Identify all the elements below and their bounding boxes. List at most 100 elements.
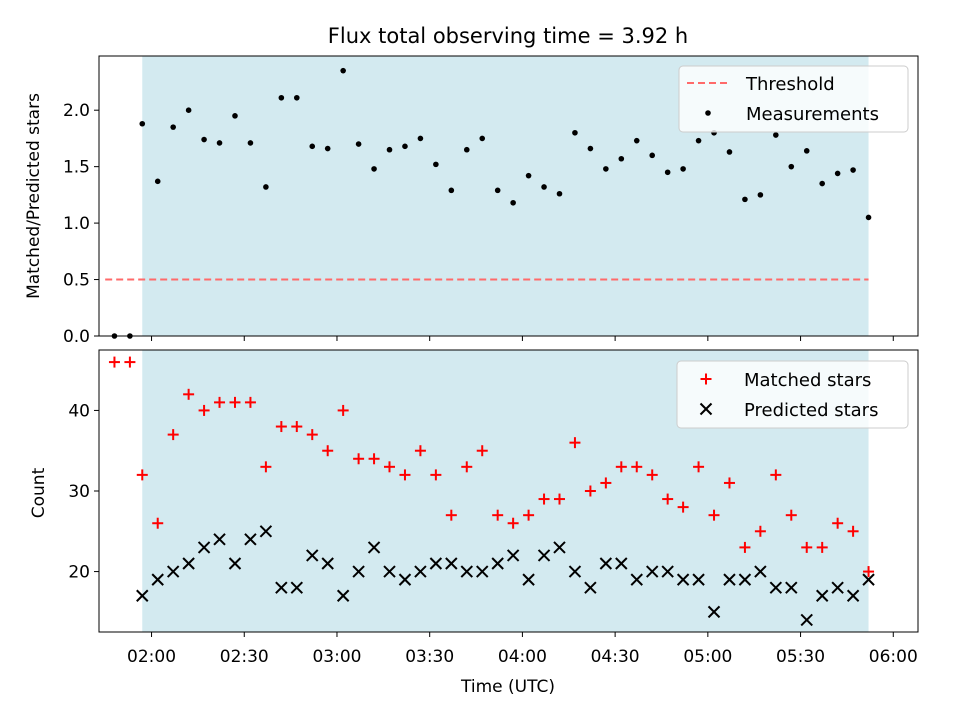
top-x-ticks <box>151 336 894 341</box>
predicted-star-point <box>213 533 226 546</box>
measurement-point <box>541 184 547 190</box>
marker-stroke <box>707 605 721 619</box>
x-tick-label: 02:30 <box>220 647 269 667</box>
measurement-point <box>865 214 872 221</box>
marker-stroke <box>182 557 195 570</box>
marker-stroke <box>615 557 628 570</box>
predicted-star-point <box>383 565 396 578</box>
measurement-point <box>463 146 470 153</box>
predicted-star-point <box>599 557 613 570</box>
predicted-star-point <box>197 541 211 554</box>
measurement-point <box>340 67 346 74</box>
matched-star-point <box>461 461 473 473</box>
matched-star-point <box>124 356 136 368</box>
predicted-star-point <box>275 581 288 594</box>
measurement-point <box>494 187 501 194</box>
matched-star-point <box>785 509 797 521</box>
matched-star-point <box>615 461 627 473</box>
predicted-star-point <box>460 565 473 578</box>
x-axis-label: Time (UTC) <box>460 677 555 697</box>
predicted-star-point <box>182 557 195 570</box>
y-tick-label: 2.0 <box>63 101 90 121</box>
top-panel: 0.0 0.5 1.0 1.5 2.0 Flux total observing tim… <box>24 24 919 347</box>
marker-stroke <box>769 581 783 594</box>
measurement-point <box>185 107 192 113</box>
matched-star-point <box>108 356 120 368</box>
measurement-point <box>139 120 146 127</box>
marker-stroke <box>336 589 350 602</box>
predicted-star-point <box>352 565 365 578</box>
matched-star-point <box>492 509 504 521</box>
predicted-star-point <box>336 589 350 602</box>
matched-star-point <box>600 477 612 489</box>
predicted-star-point <box>506 549 520 562</box>
measurement-point <box>834 170 841 177</box>
measurement-point <box>618 155 625 162</box>
y-tick-label: 1.0 <box>63 214 90 234</box>
matched-star-point <box>476 445 488 457</box>
measurement-point <box>386 146 393 153</box>
x-tick-label: 03:30 <box>405 647 454 667</box>
predicted-star-point <box>676 573 690 586</box>
matched-star-point <box>368 453 380 465</box>
measurement-point <box>263 184 269 190</box>
measurement-point <box>757 192 764 198</box>
matched-star-point <box>244 396 256 408</box>
matched-star-point <box>801 541 813 553</box>
marker-stroke <box>506 549 520 562</box>
marker-stroke <box>862 573 875 586</box>
matched-star-point <box>167 429 179 441</box>
matched-star-point <box>538 493 550 505</box>
marker-stroke <box>367 541 381 554</box>
predicted-star-point <box>754 565 767 578</box>
legend-threshold-label: Threshold <box>745 74 835 95</box>
legend-measurements-label: Measurements <box>746 104 879 125</box>
legend-predicted-marker <box>699 402 713 416</box>
measurement-point <box>371 166 377 172</box>
matched-star-point <box>337 404 349 416</box>
matched-star-point <box>399 469 411 481</box>
marker-stroke <box>352 565 365 578</box>
matched-star-point <box>322 445 334 457</box>
predicted-star-point <box>244 533 257 546</box>
predicted-star-point <box>429 557 443 570</box>
x-tick-label: 05:00 <box>683 647 732 667</box>
marker-stroke <box>599 557 613 570</box>
bottom-legend: Matched stars Predicted stars <box>676 360 909 429</box>
marker-stroke <box>676 573 690 586</box>
matched-star-point <box>414 445 426 457</box>
marker-stroke <box>383 565 396 578</box>
marker-stroke <box>151 573 164 586</box>
measurement-point <box>278 94 285 101</box>
marker-stroke <box>290 581 304 594</box>
marker-stroke <box>846 589 860 602</box>
marker-stroke <box>445 557 458 570</box>
matched-star-point <box>754 525 766 537</box>
matched-star-point <box>693 461 705 473</box>
matched-star-point <box>445 509 457 521</box>
top-legend-box <box>678 65 909 133</box>
matched-star-point <box>214 396 226 408</box>
matched-star-point <box>275 421 287 433</box>
bottom-panel: 20 30 40 02:00 02:30 03:00 03:30 04:00 04:30 05:… <box>29 349 919 697</box>
predicted-star-point <box>414 565 427 578</box>
marker-stroke <box>306 549 319 562</box>
predicted-star-point <box>800 613 813 627</box>
y-tick-label: 30 <box>68 482 90 502</box>
marker-stroke <box>228 557 242 570</box>
matched-star-point <box>816 541 828 553</box>
y-tick-label: 1.5 <box>63 158 90 178</box>
predicted-star-point <box>831 581 844 594</box>
measurement-point <box>773 132 779 138</box>
matched-star-point <box>523 509 535 521</box>
marker-stroke <box>754 565 767 578</box>
measurement-point <box>309 143 316 150</box>
matched-star-point <box>430 469 442 481</box>
matched-star-point <box>291 421 303 433</box>
marker-stroke <box>491 557 504 570</box>
predicted-star-point <box>769 581 783 594</box>
bottom-y-ticks: 20 30 40 <box>68 401 99 583</box>
predicted-star-point <box>738 573 752 586</box>
predicted-star-point <box>862 573 875 586</box>
